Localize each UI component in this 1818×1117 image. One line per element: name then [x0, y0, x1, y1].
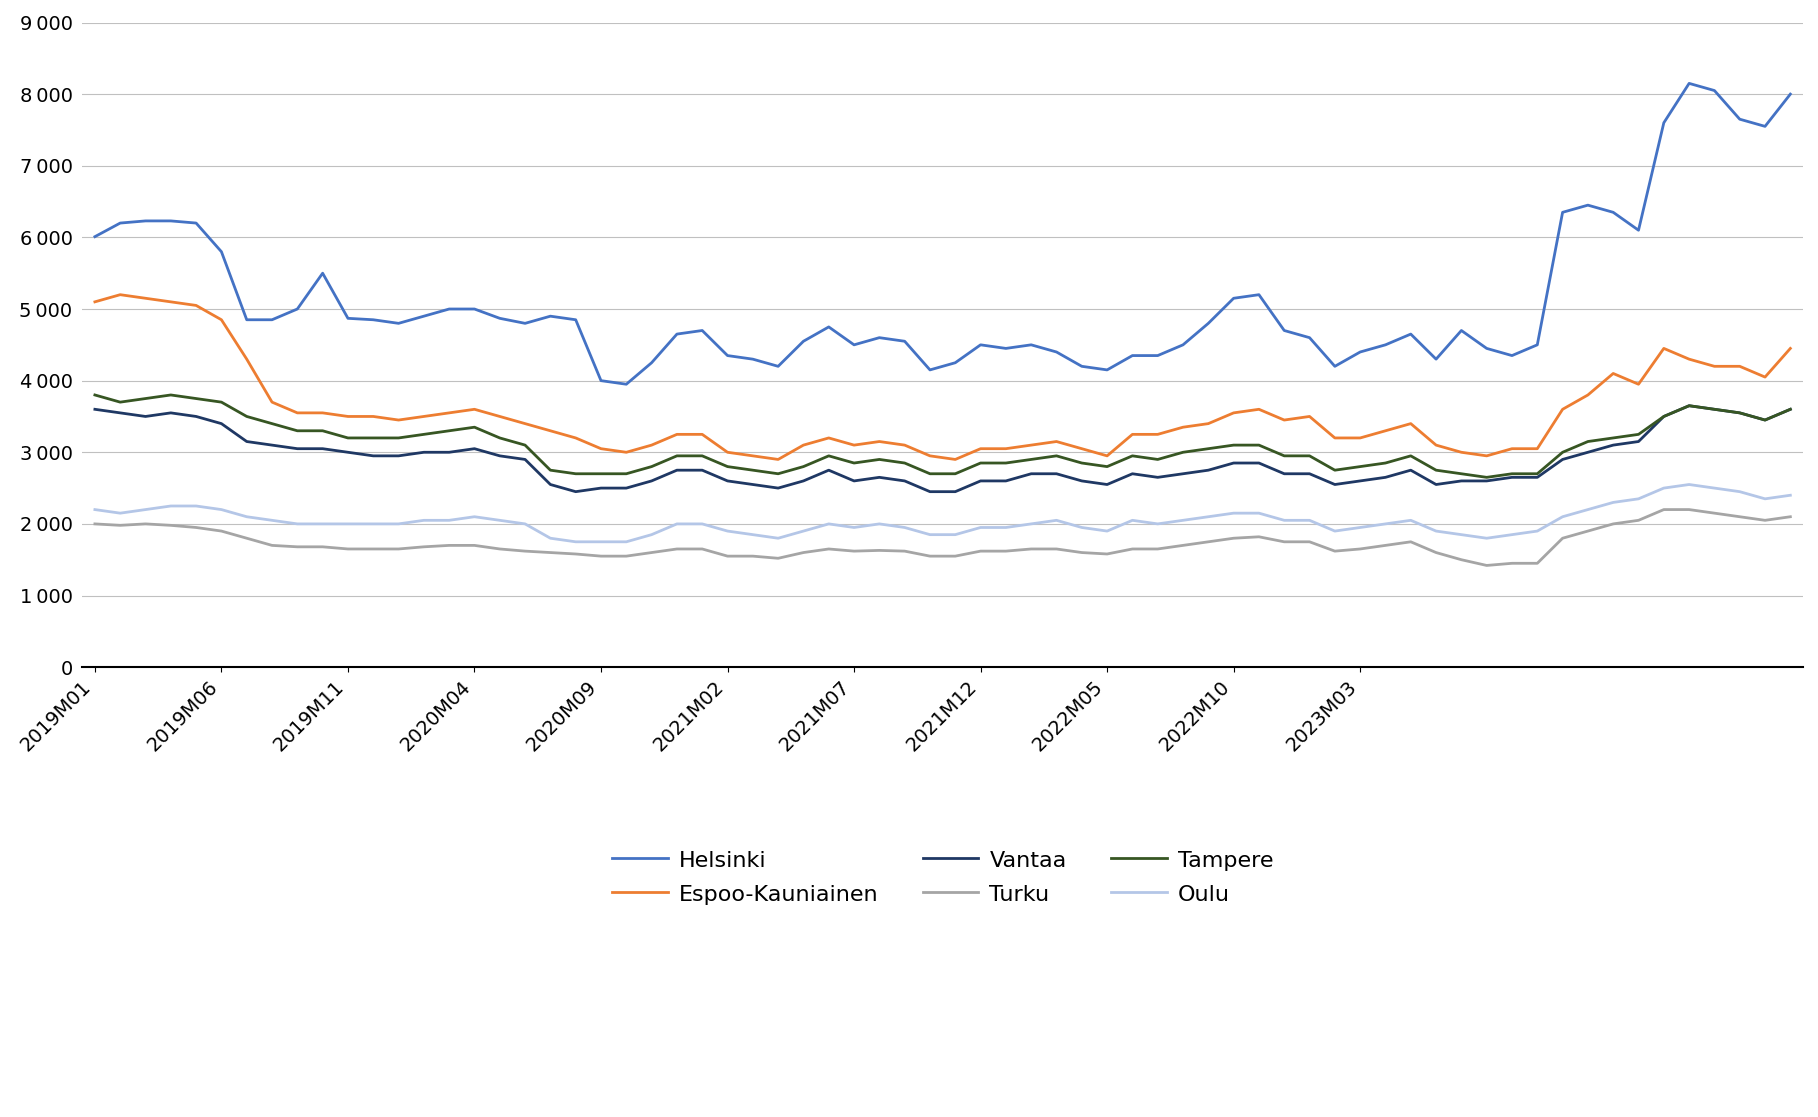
Helsinki	[1678, 77, 1700, 90]
Line: Tampere: Tampere	[95, 395, 1791, 477]
Turku	[1224, 532, 1245, 545]
Turku	[84, 517, 105, 531]
Espoo-Kauniainen	[1780, 342, 1802, 355]
Turku	[1627, 514, 1649, 527]
Line: Espoo-Kauniainen: Espoo-Kauniainen	[95, 295, 1791, 459]
Oulu	[1627, 493, 1649, 506]
Vantaa	[1678, 399, 1700, 412]
Vantaa	[1653, 410, 1674, 423]
Espoo-Kauniainen	[1653, 342, 1674, 355]
Oulu	[1678, 478, 1700, 491]
Tampere	[1045, 449, 1067, 462]
Helsinki	[84, 230, 105, 244]
Line: Turku: Turku	[95, 509, 1791, 565]
Espoo-Kauniainen	[1476, 449, 1498, 462]
Oulu	[1247, 506, 1269, 519]
Tampere	[84, 389, 105, 402]
Turku	[1298, 535, 1320, 548]
Vantaa	[1451, 475, 1473, 488]
Helsinki	[1653, 116, 1674, 130]
Oulu	[1324, 524, 1345, 537]
Espoo-Kauniainen	[1273, 413, 1294, 427]
Line: Vantaa: Vantaa	[95, 405, 1791, 491]
Espoo-Kauniainen	[1349, 431, 1371, 445]
Turku	[1780, 510, 1802, 524]
Tampere	[1476, 470, 1498, 484]
Vantaa	[84, 402, 105, 416]
Turku	[1653, 503, 1674, 516]
Helsinki	[1780, 87, 1802, 101]
Line: Oulu: Oulu	[95, 485, 1791, 542]
Vantaa	[565, 485, 587, 498]
Espoo-Kauniainen	[109, 288, 131, 302]
Line: Helsinki: Helsinki	[95, 84, 1791, 384]
Tampere	[464, 420, 485, 433]
Oulu	[1451, 528, 1473, 542]
Helsinki	[616, 378, 638, 391]
Turku	[1425, 546, 1447, 560]
Vantaa	[1602, 438, 1623, 451]
Vantaa	[1324, 478, 1345, 491]
Helsinki	[1324, 360, 1345, 373]
Oulu	[84, 503, 105, 516]
Oulu	[1602, 496, 1623, 509]
Tampere	[793, 460, 814, 474]
Tampere	[1627, 428, 1649, 441]
Vantaa	[1780, 402, 1802, 416]
Espoo-Kauniainen	[767, 452, 789, 466]
Vantaa	[1627, 435, 1649, 448]
Helsinki	[1247, 288, 1269, 302]
Tampere	[489, 431, 511, 445]
Turku	[1602, 517, 1623, 531]
Helsinki	[1627, 223, 1649, 237]
Tampere	[1071, 457, 1093, 470]
Helsinki	[1451, 324, 1473, 337]
Espoo-Kauniainen	[84, 295, 105, 308]
Helsinki	[1602, 206, 1623, 219]
Oulu	[1653, 481, 1674, 495]
Legend: Helsinki, Espoo-Kauniainen, Vantaa, Turku, Tampere, Oulu: Helsinki, Espoo-Kauniainen, Vantaa, Turk…	[604, 840, 1282, 914]
Espoo-Kauniainen	[1678, 353, 1700, 366]
Oulu	[565, 535, 587, 548]
Turku	[1678, 503, 1700, 516]
Vantaa	[1247, 457, 1269, 470]
Espoo-Kauniainen	[1627, 378, 1649, 391]
Tampere	[1780, 402, 1802, 416]
Turku	[1476, 558, 1498, 572]
Oulu	[1780, 488, 1802, 502]
